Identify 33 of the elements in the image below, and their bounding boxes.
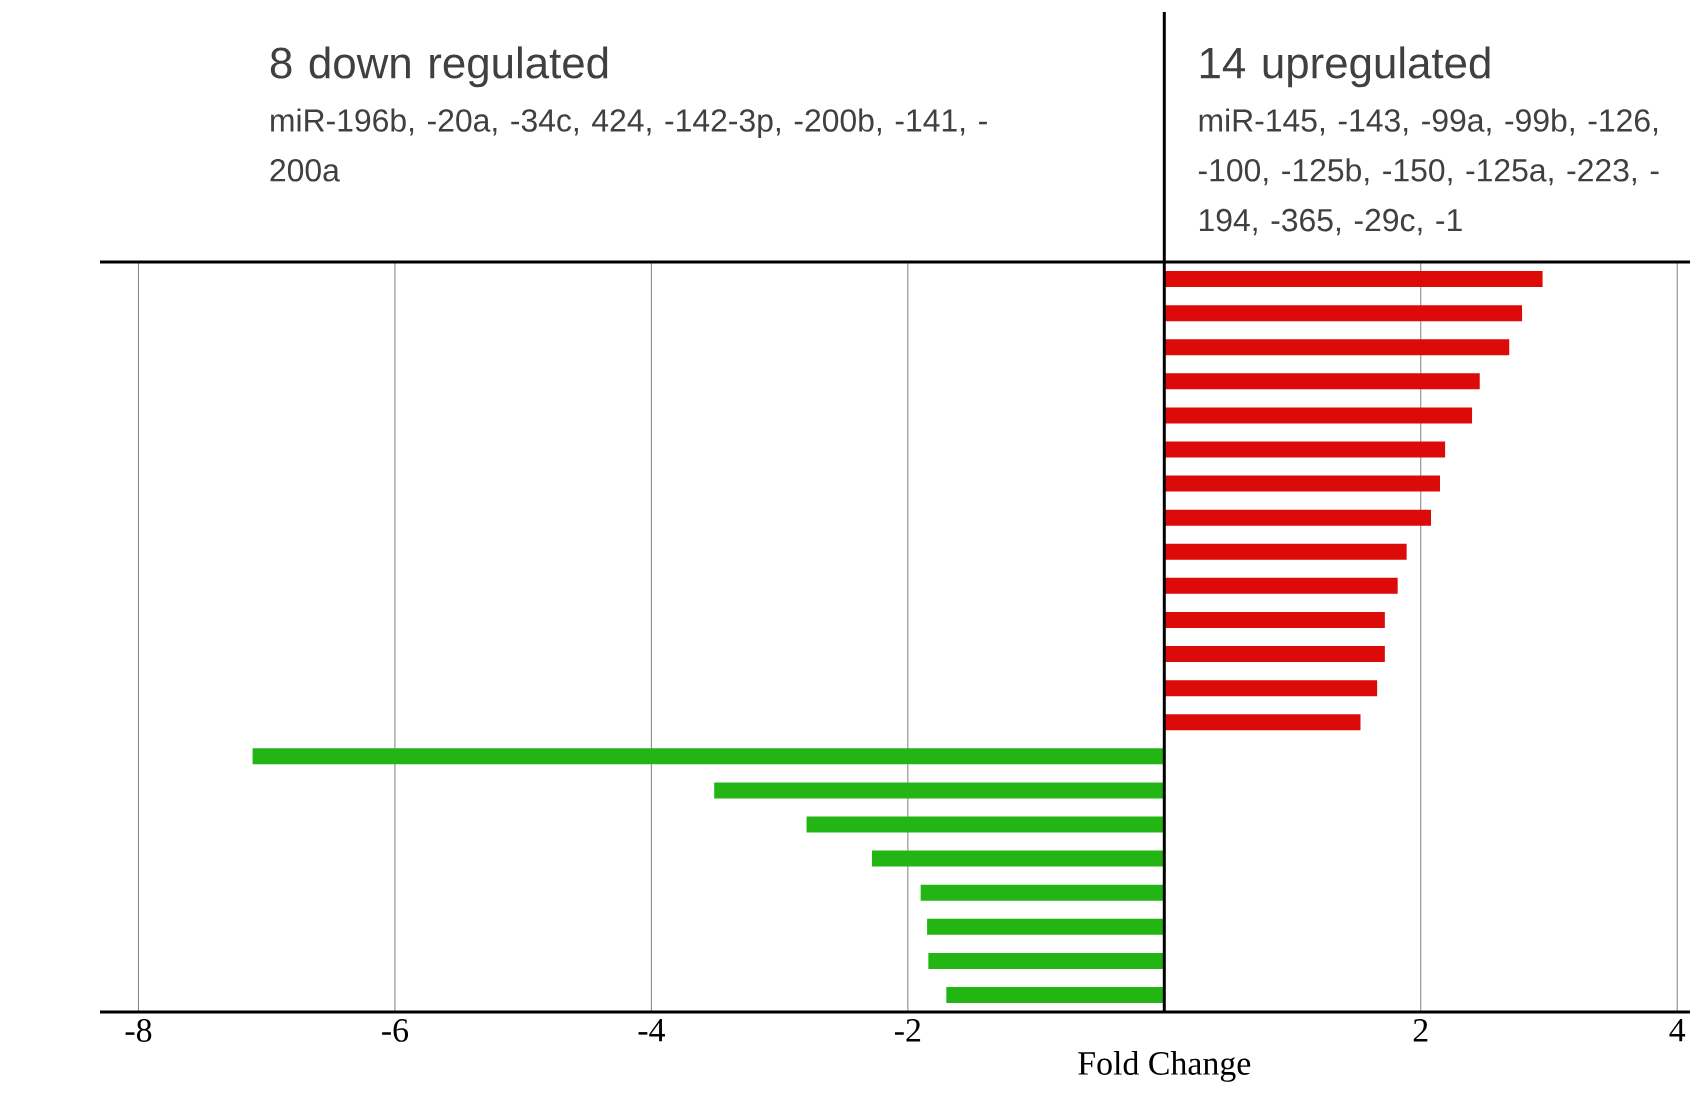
bar [946, 986, 1165, 1003]
bar [806, 816, 1165, 833]
bar [1164, 611, 1385, 628]
text: 8 down regulated [270, 46, 608, 88]
bar [927, 918, 1165, 935]
text: 14 upregulated [1200, 46, 1490, 88]
bar [714, 782, 1165, 799]
bar [928, 952, 1165, 969]
x-tick-label: -2 [894, 1019, 921, 1042]
x-tick-label: -6 [382, 1019, 409, 1042]
text: miR-196b, -20a, -34c, 424, -142-3p, -200b, -141, -200a [270, 108, 987, 182]
bar [1164, 373, 1480, 390]
x-tick-label: -4 [638, 1019, 665, 1042]
bar [1164, 509, 1432, 526]
text: miR-145, -143, -99a, -99b, -126, -100, -125b, -150, -125a, -223, -194, -365, -29c, -1 [1198, 108, 1659, 236]
bar [1164, 646, 1385, 663]
bar [1164, 714, 1361, 731]
bar [1164, 407, 1473, 424]
bar [1164, 577, 1398, 594]
bar [1164, 441, 1446, 458]
bar [1164, 271, 1543, 288]
bar [871, 850, 1165, 867]
x-axis-title: Fold Change [1078, 1051, 1251, 1082]
bar [1164, 339, 1510, 356]
x-tick-label: -8 [125, 1019, 152, 1042]
x-tick-label: 2 [1413, 1019, 1428, 1042]
bar [1164, 305, 1523, 322]
bar [252, 748, 1165, 765]
bar [1164, 543, 1407, 560]
bar [1164, 475, 1440, 492]
bar [920, 884, 1165, 901]
bar [1164, 680, 1378, 697]
x-tick-label: 4 [1669, 1019, 1686, 1042]
